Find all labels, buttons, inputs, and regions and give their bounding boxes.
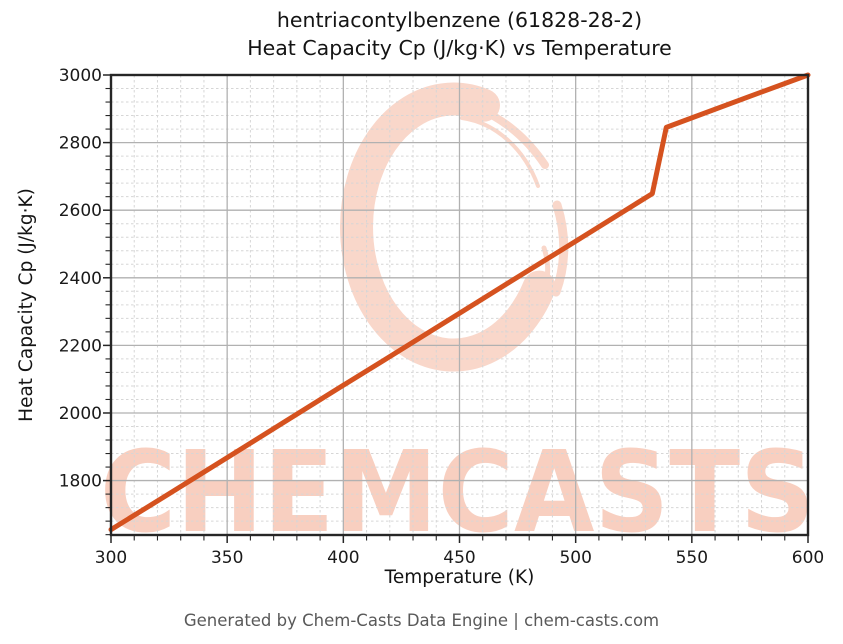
y-tick-label: 2200: [59, 336, 102, 356]
y-tick-label: 3000: [59, 66, 102, 86]
data-line: [108, 72, 811, 533]
chart-title: hentriacontylbenzene (61828-28-2) Heat C…: [111, 6, 808, 62]
x-tick-label: 500: [559, 548, 591, 568]
x-axis-label: Temperature (K): [384, 567, 535, 588]
watermark-ring-icon: [340, 82, 556, 372]
watermark-ring-tail2-icon: [537, 245, 551, 303]
y-axis-label: Heat Capacity Cp (J/kg·K): [16, 188, 37, 422]
x-tick-label: 350: [211, 548, 243, 568]
watermark-ring-echo2-icon: [460, 116, 540, 188]
footer-credit: Generated by Chem-Casts Data Engine | ch…: [183, 611, 660, 630]
y-tick-label: 2800: [59, 134, 102, 154]
x-tick-label: 400: [327, 548, 359, 568]
y-tick-label: 2000: [59, 404, 102, 424]
x-tick-label: 450: [443, 548, 475, 568]
y-tick-label: 1800: [59, 472, 102, 492]
axes-spines: [109, 73, 810, 537]
x-tick-label: 300: [95, 548, 127, 568]
chart-title-line2: Heat Capacity Cp (J/kg·K) vs Temperature: [247, 36, 672, 60]
chart-title-line1: hentriacontylbenzene (61828-28-2): [276, 8, 643, 32]
x-tick-label: 550: [676, 548, 708, 568]
watermark-ring-echo-icon: [404, 94, 549, 169]
x-tick-label: 600: [792, 548, 824, 568]
y-tick-label: 2400: [59, 269, 102, 289]
y-tick-label: 2600: [59, 201, 102, 221]
watermark-text: CHEMCASTS: [100, 428, 815, 558]
